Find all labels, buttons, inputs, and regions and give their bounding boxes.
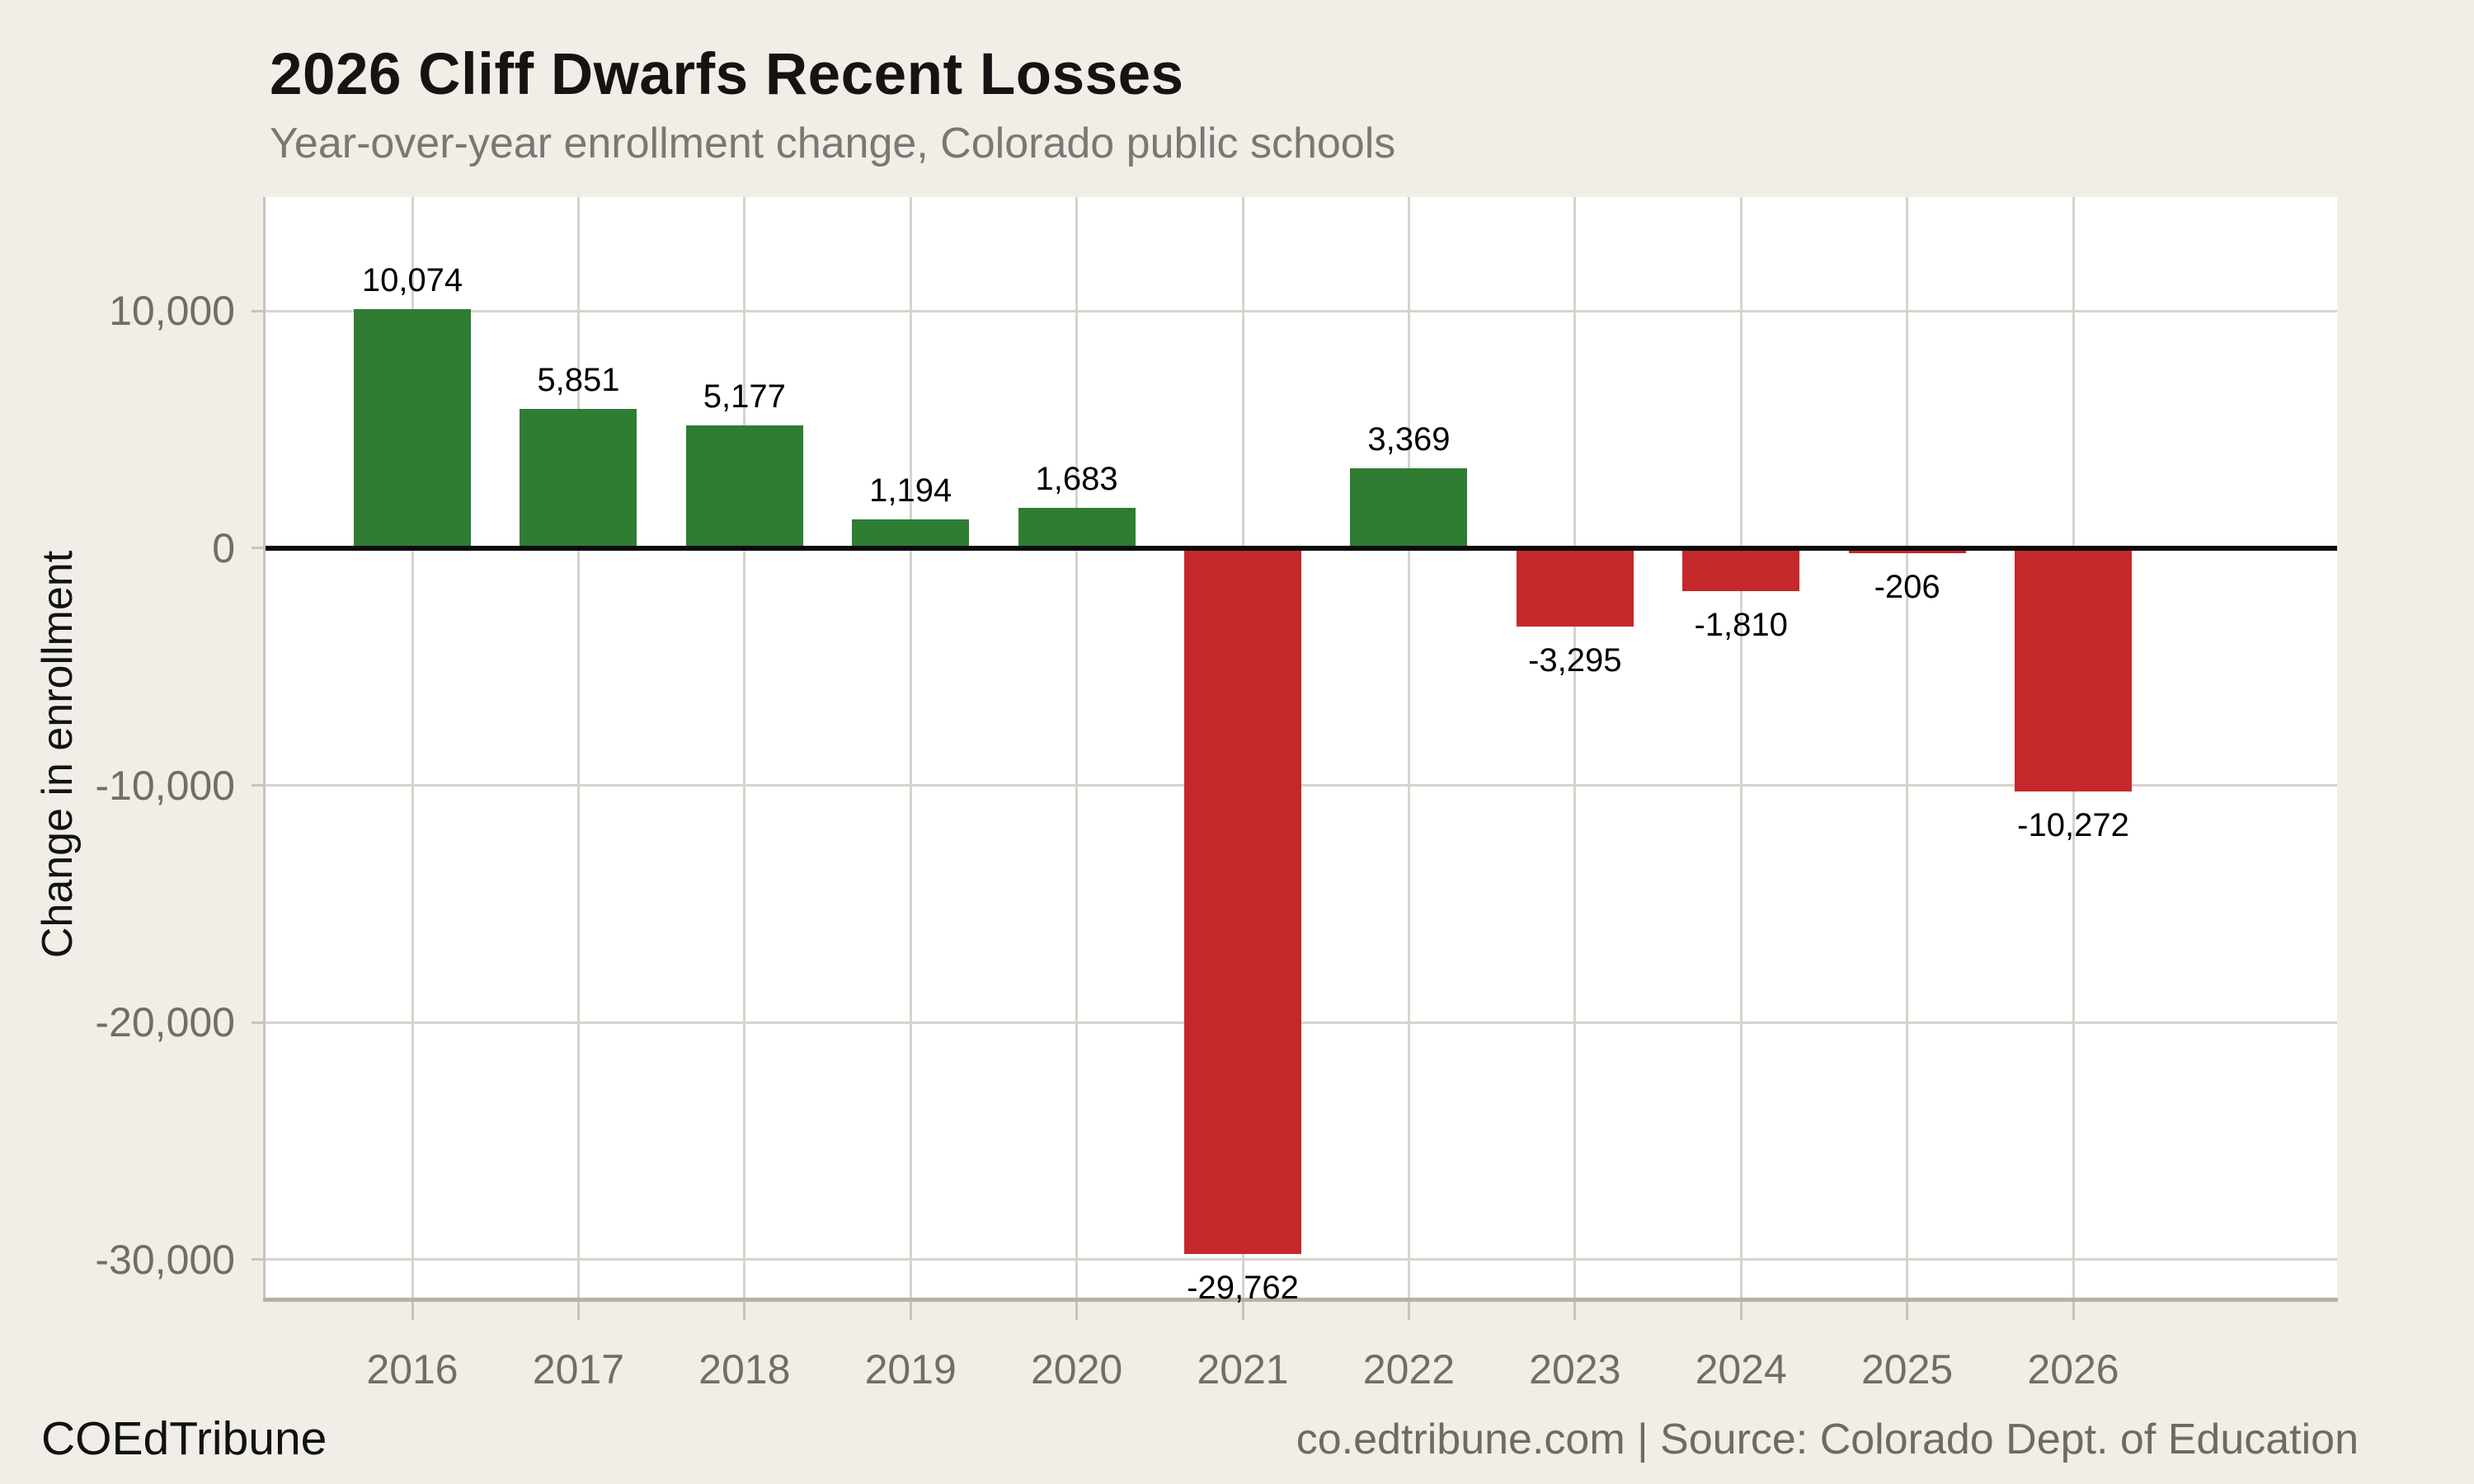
x-tick-mark bbox=[1075, 1302, 1079, 1320]
chart-subtitle: Year-over-year enrollment change, Colora… bbox=[270, 120, 1396, 167]
x-tick-label: 2023 bbox=[1529, 1346, 1621, 1392]
y-tick-label: -30,000 bbox=[95, 1236, 235, 1283]
y-tick-label: 0 bbox=[212, 524, 235, 571]
y-tick-label: 10,000 bbox=[109, 288, 235, 335]
x-tick-mark bbox=[1573, 1302, 1577, 1320]
x-gridline bbox=[743, 197, 746, 1298]
source-credit: co.edtribune.com | Source: Colorado Dept… bbox=[1296, 1416, 2359, 1463]
bar-2022 bbox=[1350, 467, 1468, 548]
x-tick-label: 2026 bbox=[2027, 1346, 2119, 1392]
y-tick-mark bbox=[252, 309, 266, 312]
bar-2020 bbox=[1018, 508, 1136, 548]
bar-value-label: -29,762 bbox=[1187, 1270, 1299, 1307]
bar-value-label: 1,683 bbox=[1035, 461, 1118, 498]
x-tick-mark bbox=[909, 1302, 912, 1320]
y-tick-mark bbox=[252, 1021, 266, 1024]
x-gridline bbox=[1739, 197, 1743, 1298]
bar-2023 bbox=[1516, 547, 1634, 627]
bar-2026 bbox=[2015, 547, 2132, 792]
x-gridline bbox=[576, 197, 580, 1298]
y-axis-title: Change in enrollment bbox=[34, 550, 82, 959]
bar-2018 bbox=[685, 425, 803, 548]
x-tick-label: 2019 bbox=[864, 1346, 957, 1392]
y-tick-label: -20,000 bbox=[95, 999, 235, 1046]
y-gridline bbox=[266, 784, 2337, 787]
x-tick-mark bbox=[1241, 1302, 1244, 1320]
x-tick-mark bbox=[1906, 1302, 1909, 1320]
bar-value-label: 10,074 bbox=[361, 261, 463, 298]
x-gridline bbox=[1407, 197, 1410, 1298]
x-tick-label: 2018 bbox=[698, 1346, 791, 1392]
x-tick-label: 2016 bbox=[366, 1346, 459, 1392]
chart-title: 2026 Cliff Dwarfs Recent Losses bbox=[270, 42, 1184, 107]
x-tick-label: 2025 bbox=[1860, 1346, 1954, 1392]
x-gridline bbox=[1075, 197, 1079, 1298]
zero-line bbox=[266, 545, 2337, 551]
bar-value-label: -3,295 bbox=[1528, 641, 1622, 679]
x-tick-mark bbox=[2072, 1302, 2075, 1320]
brand-wordmark: COEdTribune bbox=[41, 1412, 327, 1465]
bar-value-label: 5,851 bbox=[537, 362, 620, 399]
x-tick-mark bbox=[743, 1302, 746, 1320]
y-tick-label: -10,000 bbox=[95, 762, 235, 809]
bar-value-label: -206 bbox=[1874, 568, 1940, 605]
bar-2019 bbox=[852, 519, 970, 548]
x-tick-label: 2020 bbox=[1030, 1346, 1123, 1392]
bar-value-label: -1,810 bbox=[1694, 606, 1788, 643]
x-gridline bbox=[1906, 197, 1909, 1298]
bar-value-label: -10,272 bbox=[2017, 807, 2129, 844]
y-tick-mark bbox=[252, 784, 266, 787]
bar-value-label: 3,369 bbox=[1367, 420, 1451, 458]
y-tick-mark bbox=[252, 547, 266, 550]
bar-value-label: 1,194 bbox=[869, 472, 952, 510]
x-tick-label: 2017 bbox=[532, 1346, 625, 1392]
x-tick-mark bbox=[411, 1302, 414, 1320]
bar-2021 bbox=[1184, 547, 1301, 1255]
x-tick-mark bbox=[576, 1302, 580, 1320]
bar-2017 bbox=[520, 409, 637, 548]
y-gridline bbox=[266, 309, 2337, 312]
y-gridline bbox=[266, 1021, 2337, 1024]
x-tick-label: 2024 bbox=[1695, 1346, 1787, 1392]
y-axis-line bbox=[263, 197, 266, 1302]
x-gridline bbox=[1573, 197, 1577, 1298]
x-gridline bbox=[411, 197, 414, 1298]
x-tick-mark bbox=[1407, 1302, 1410, 1320]
bar-value-label: 5,177 bbox=[703, 378, 786, 415]
y-tick-mark bbox=[252, 1258, 266, 1261]
x-gridline bbox=[909, 197, 912, 1298]
x-tick-label: 2022 bbox=[1362, 1346, 1456, 1392]
x-tick-mark bbox=[1739, 1302, 1743, 1320]
plot-area: 10,074 5,851 5,177 1,194 1,683 -29,762 3,369 -3… bbox=[266, 197, 2337, 1306]
bar-2024 bbox=[1682, 547, 1800, 591]
x-tick-label: 2021 bbox=[1197, 1346, 1289, 1392]
x-axis-line bbox=[263, 1298, 2338, 1302]
bar-2016 bbox=[354, 308, 471, 548]
y-gridline bbox=[266, 1258, 2337, 1261]
